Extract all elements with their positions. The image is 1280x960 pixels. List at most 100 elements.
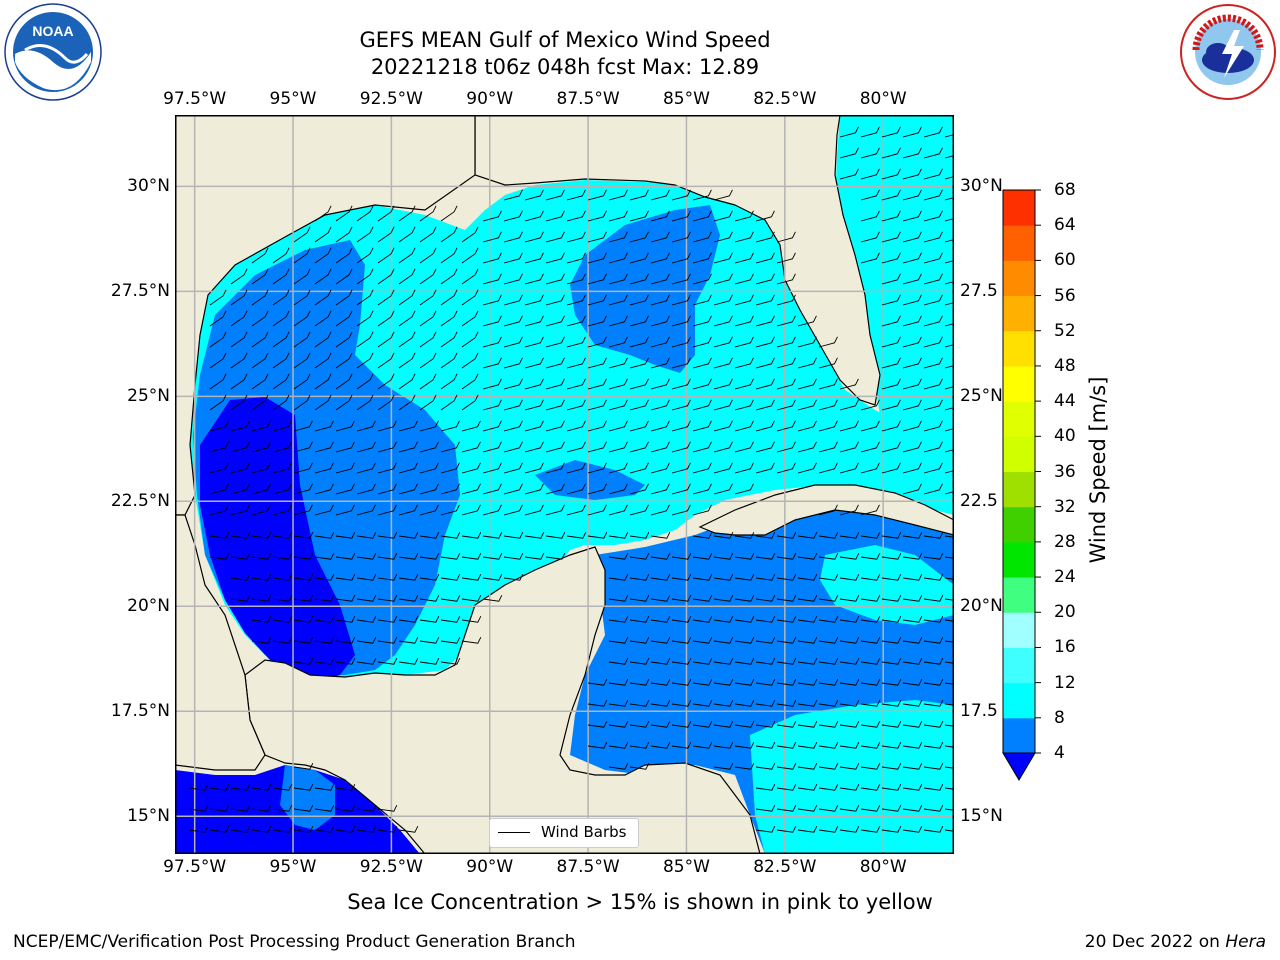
wind-barb-269 (608, 357, 628, 369)
wind-barb-246 (881, 336, 901, 348)
wind-barb-285 (230, 373, 248, 390)
wind-barb-796 (839, 742, 860, 749)
colorbar-segment-6 (1003, 506, 1035, 543)
wind-barb-266 (545, 357, 565, 369)
wind-barb-517 (839, 504, 859, 516)
colorbar-segment-14 (1003, 225, 1035, 261)
wind-barb-432 (314, 462, 334, 474)
wind-barb-381 (755, 420, 775, 432)
wind-barb-541 (692, 532, 713, 539)
wind-barb-110 (692, 252, 712, 264)
wind-barb-661 (629, 616, 650, 623)
wind-barb-294 (419, 373, 437, 390)
wind-barb-526 (356, 532, 377, 539)
water-east-gulf-blue (570, 205, 720, 373)
wind-barb-254 (293, 352, 311, 369)
wind-barb-798 (881, 742, 902, 749)
wind-barb-253 (272, 352, 290, 369)
wind-barb-531 (461, 532, 482, 539)
wind-barb-452 (734, 462, 754, 474)
wind-barb-738 (755, 679, 776, 686)
wind-barb-383 (797, 420, 817, 432)
colorbar-label-9: 32 (1054, 496, 1076, 517)
wind-barb-746 (923, 679, 944, 686)
wind-barb-756 (755, 700, 776, 707)
wind-barb-469 (335, 483, 355, 495)
wind-barb-465 (251, 483, 271, 495)
wind-barb-844 (377, 805, 398, 812)
wind-barb-690 (650, 637, 671, 644)
wind-barb-767 (608, 721, 629, 728)
wind-barb-642 (818, 595, 839, 602)
wind-barb-36 (356, 205, 374, 222)
wind-barb-672 (860, 616, 881, 623)
wind-barb-673 (881, 616, 902, 623)
wind-barb-227 (440, 331, 458, 348)
wind-barb-743 (860, 679, 881, 686)
wind-barb-463 (209, 483, 229, 495)
wind-barb-714 (629, 658, 650, 665)
colorbar-label-3: 56 (1054, 285, 1076, 306)
wind-barb-424 (902, 441, 922, 453)
wind-barb-208 (734, 315, 754, 327)
wind-barb-313 (818, 378, 838, 390)
wind-barb-325 (335, 394, 353, 411)
wind-barb-677 (251, 637, 272, 644)
colorbar-segment-2 (1003, 647, 1035, 684)
wind-barb-57 (902, 210, 922, 222)
noaa-logo: NOAA (4, 3, 102, 101)
wind-barb-412 (650, 441, 670, 453)
wind-barb-155 (293, 289, 311, 306)
wind-barb-846 (776, 805, 797, 812)
wind-barb-772 (713, 721, 734, 728)
wind-barb-63 (356, 226, 374, 243)
wind-barb-551 (902, 532, 923, 539)
colorbar-label-2: 60 (1054, 250, 1076, 271)
wind-barb-630 (461, 595, 482, 602)
wind-barb-86 (902, 231, 922, 243)
wind-barb-104 (566, 252, 586, 264)
wind-barb-545 (776, 532, 797, 539)
wind-barb-838 (251, 805, 272, 812)
nws-logo (1180, 4, 1276, 100)
wind-barb-439 (461, 462, 481, 474)
wind-barb-124 (314, 268, 332, 285)
wind-barb-77 (650, 231, 670, 243)
lon-tick-top-0: 97.5°W (163, 89, 227, 109)
wind-barb-309 (734, 378, 754, 390)
wind-barb-409 (587, 441, 607, 453)
wind-barb-353 (923, 399, 943, 411)
land-cuba (698, 484, 954, 536)
wind-barb-255 (314, 352, 332, 369)
wind-barb-339 (629, 399, 649, 411)
wind-barb-425 (923, 441, 943, 453)
wind-barb-773 (734, 721, 755, 728)
wind-barb-282 (923, 357, 943, 369)
wind-barb-570 (545, 553, 566, 560)
wind-barb-788 (671, 742, 692, 749)
wind-barb-786 (629, 742, 650, 749)
wind-barb-116 (881, 252, 901, 264)
wind-barb-759 (818, 700, 839, 707)
wind-barb-603 (629, 574, 650, 581)
wind-barb-6 (839, 147, 859, 159)
wind-barb-433 (335, 462, 355, 474)
wind-barb-229 (482, 336, 502, 348)
lon-tick-top-4: 87.5°W (556, 89, 620, 109)
wind-barb-578 (755, 553, 776, 560)
wind-barb-771 (692, 721, 713, 728)
wind-barb-454 (776, 462, 796, 474)
wind-barb-214 (923, 315, 943, 327)
wind-barb-50 (671, 210, 691, 222)
wind-barb-170 (608, 294, 628, 306)
wind-barb-260 (419, 352, 437, 369)
wind-barbs (188, 126, 954, 833)
wind-barb-539 (629, 532, 650, 539)
wind-barb-405 (503, 441, 523, 453)
wind-barb-857 (230, 826, 251, 833)
wind-barb-45 (566, 210, 586, 222)
wind-barb-760 (839, 700, 860, 707)
wind-barb-46 (587, 210, 607, 222)
wind-barb-376 (650, 420, 670, 432)
wind-barb-636 (692, 595, 713, 602)
